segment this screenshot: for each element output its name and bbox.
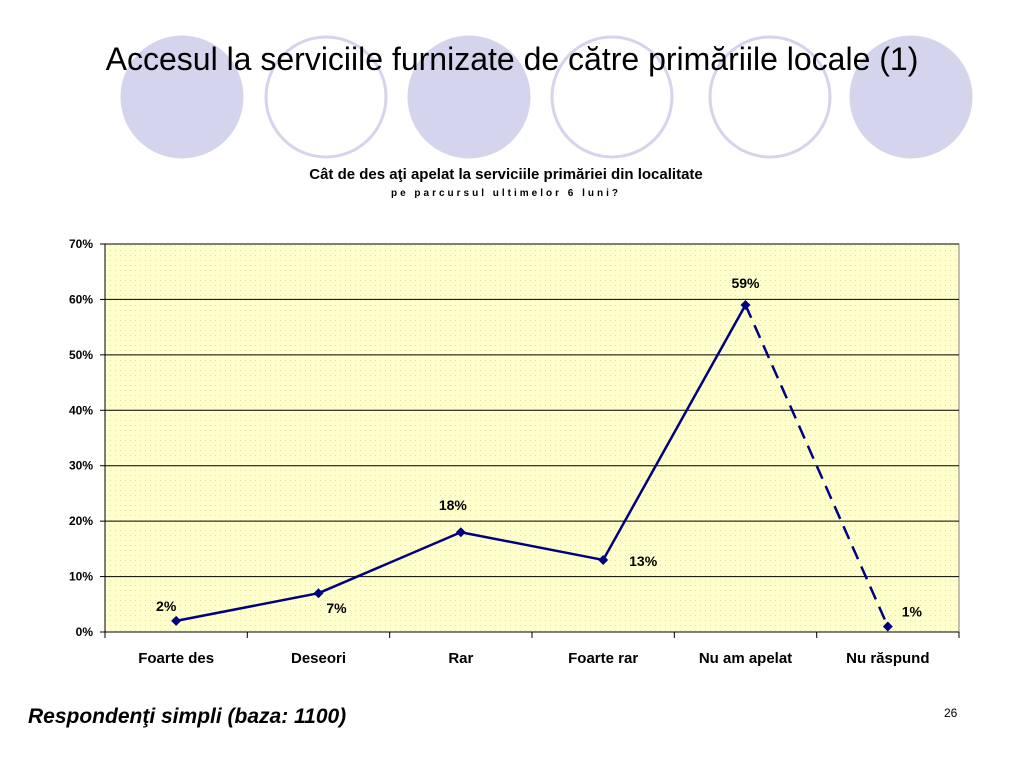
decor-circle bbox=[849, 35, 973, 159]
y-tick-label: 50% bbox=[69, 348, 93, 362]
plot-area bbox=[104, 243, 960, 633]
decorative-circles bbox=[120, 35, 973, 159]
y-tick-label: 60% bbox=[69, 292, 93, 306]
data-point bbox=[171, 615, 182, 626]
x-tick-label: Foarte des bbox=[138, 650, 214, 667]
decor-circle bbox=[550, 35, 674, 159]
y-tick-label: 70% bbox=[69, 237, 93, 251]
x-tick-label: Foarte rar bbox=[568, 650, 638, 667]
y-tick-label: 30% bbox=[69, 459, 93, 473]
line-segment bbox=[602, 304, 747, 561]
data-label: 2% bbox=[156, 598, 177, 614]
data-label: 13% bbox=[629, 553, 658, 569]
decor-circle bbox=[264, 35, 388, 159]
x-tick-label: Nu am apelat bbox=[699, 650, 792, 667]
y-tick-label: 40% bbox=[69, 403, 93, 417]
chart-title: Cât de des aţi apelat la serviciile prim… bbox=[309, 166, 703, 183]
data-label: 59% bbox=[731, 275, 760, 291]
data-label: 18% bbox=[439, 497, 468, 513]
line-segment bbox=[318, 531, 462, 595]
data-point bbox=[740, 299, 751, 310]
chart-subtitle: pe parcursul ultimelor 6 luni? bbox=[390, 188, 622, 199]
data-point bbox=[598, 554, 609, 565]
decor-circle bbox=[120, 35, 244, 159]
line-segment bbox=[175, 591, 319, 623]
data-label: 1% bbox=[902, 603, 923, 619]
line-segment bbox=[460, 531, 604, 562]
line-chart: 0% 10% 20% 30% 40% 50% 60% 70% Foarte des Deseori… bbox=[69, 237, 960, 667]
y-tick-label: 10% bbox=[69, 570, 93, 584]
decor-circle bbox=[407, 35, 531, 159]
data-point bbox=[882, 621, 893, 632]
y-tick-label: 20% bbox=[69, 514, 93, 528]
line-segment-dashed bbox=[744, 304, 889, 627]
data-point bbox=[455, 527, 466, 538]
x-tick-label: Deseori bbox=[291, 650, 346, 667]
slide-title: Accesul la serviciile furnizate de către… bbox=[105, 41, 919, 77]
footer-note: Respondenţi simpli (baza: 1100) bbox=[28, 705, 347, 728]
data-point bbox=[313, 588, 324, 599]
x-tick-label: Nu răspund bbox=[846, 650, 929, 667]
decor-circle bbox=[708, 35, 832, 159]
data-label: 7% bbox=[326, 600, 347, 616]
y-tick-label: 0% bbox=[76, 625, 94, 639]
x-tick-label: Rar bbox=[448, 650, 473, 667]
page-number: 26 bbox=[944, 706, 958, 720]
